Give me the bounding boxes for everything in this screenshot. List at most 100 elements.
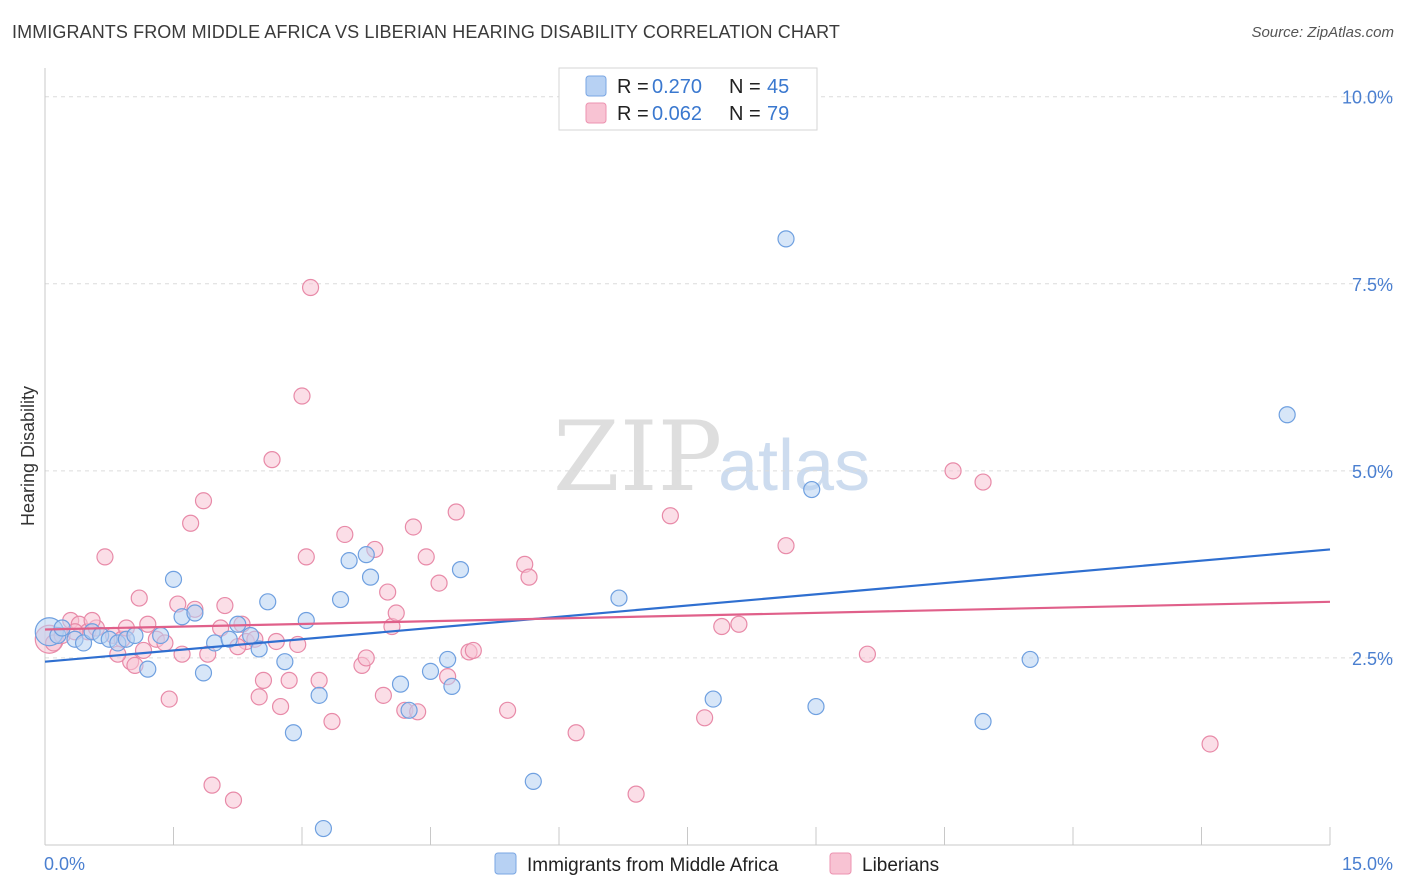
- middle-africa-point: [152, 626, 170, 645]
- middle-africa-point: [126, 626, 144, 645]
- legend-r-label-blue: R =: [617, 76, 649, 98]
- liberians-point: [263, 451, 281, 469]
- liberians-point: [139, 615, 157, 633]
- liberians-point: [777, 537, 795, 555]
- liberians-point: [858, 645, 877, 663]
- liberians-point: [379, 583, 397, 601]
- y-tick-label-0: 2.5%: [1352, 649, 1393, 669]
- liberians-point: [499, 701, 517, 719]
- liberians-point: [297, 548, 315, 566]
- legend-r-value-pink: 0.062: [652, 103, 702, 125]
- middle-africa-point: [250, 640, 268, 658]
- y-tick-label-3: 10.0%: [1342, 88, 1393, 108]
- bottom-legend-swatch-pink: [829, 852, 852, 875]
- middle-africa-point: [206, 634, 224, 652]
- liberians-point: [430, 574, 448, 592]
- liberians-point: [254, 671, 273, 689]
- bottom-legend-label-blue: Immigrants from Middle Africa: [527, 855, 779, 876]
- middle-africa-point: [704, 690, 722, 708]
- liberians-point: [271, 697, 290, 716]
- liberians-point: [696, 709, 714, 727]
- legend-n-label-blue: N =: [729, 76, 761, 98]
- y-tick-label-2: 7.5%: [1352, 275, 1393, 295]
- middle-africa-point: [451, 561, 470, 579]
- liberians-point: [336, 525, 354, 544]
- middle-africa-point: [284, 724, 303, 742]
- middle-africa-point: [276, 653, 294, 671]
- watermark-zip: ZIP: [553, 401, 722, 513]
- bottom-legend-swatch-blue: [494, 852, 517, 875]
- liberians-point: [661, 507, 679, 525]
- liberians-point: [404, 518, 422, 536]
- liberians-point: [301, 278, 320, 297]
- x-tick-marks: [173, 827, 1331, 845]
- y-tick-label-1: 5.0%: [1352, 462, 1393, 482]
- middle-africa-point: [357, 546, 375, 564]
- liberians-point: [323, 712, 341, 731]
- series-legend: Immigrants from Middle Africa Liberians: [494, 852, 939, 876]
- trend-lines: [44, 548, 1331, 663]
- middle-africa-point: [331, 590, 350, 609]
- source-label: Source: ZipAtlas.com: [1251, 24, 1394, 41]
- middle-africa-point: [194, 664, 213, 682]
- middle-africa-point: [807, 697, 825, 716]
- middle-africa-point: [524, 772, 542, 790]
- liberians-point: [1201, 735, 1219, 753]
- liberians-point: [357, 649, 375, 667]
- bottom-legend-label-pink: Liberians: [862, 855, 939, 876]
- legend-n-value-blue: 45: [767, 76, 789, 98]
- trend-line-liberians: [44, 600, 1331, 631]
- liberians-point: [250, 688, 268, 706]
- liberians-point: [293, 387, 311, 405]
- middle-africa-point: [443, 677, 461, 695]
- middle-africa-point: [310, 686, 328, 704]
- middle-africa-point: [297, 611, 315, 630]
- liberians-point: [387, 604, 405, 622]
- middle-africa-point: [803, 480, 821, 499]
- liberians-point: [194, 492, 213, 510]
- legend-swatch-pink: [585, 102, 607, 124]
- middle-africa-point: [777, 230, 795, 248]
- middle-africa-point: [439, 650, 457, 669]
- liberians-point: [224, 791, 243, 809]
- liberians-point: [713, 617, 731, 636]
- trend-line-middle-africa: [44, 548, 1331, 663]
- liberians-point: [417, 548, 435, 566]
- liberians-point: [464, 641, 482, 660]
- liberians-point: [944, 462, 962, 480]
- x-tick-label-min: 0.0%: [44, 854, 85, 874]
- middle-africa-point: [259, 593, 277, 611]
- liberians-point: [974, 473, 992, 491]
- legend-r-value-blue: 0.270: [652, 76, 702, 98]
- middle-africa-point: [391, 675, 410, 693]
- chart-title: IMMIGRANTS FROM MIDDLE AFRICA VS LIBERIA…: [12, 22, 840, 42]
- middle-africa-point: [139, 660, 157, 678]
- series-immigrants-middle-africa: [34, 230, 1296, 838]
- liberians-point: [280, 671, 298, 689]
- liberians-point: [374, 686, 392, 704]
- liberians-point: [182, 514, 200, 532]
- liberians-point: [730, 615, 748, 633]
- liberians-point: [134, 641, 153, 660]
- liberians-point: [567, 724, 585, 742]
- x-tick-label-max: 15.0%: [1342, 854, 1393, 874]
- liberians-point: [130, 589, 148, 607]
- legend-swatch-blue: [585, 75, 607, 97]
- middle-africa-point: [361, 568, 380, 586]
- middle-africa-point: [340, 552, 358, 570]
- legend-n-label-pink: N =: [729, 103, 761, 125]
- middle-africa-point: [421, 662, 440, 680]
- liberians-point: [160, 690, 178, 708]
- legend-n-value-pink: 79: [767, 103, 789, 125]
- liberians-point: [310, 671, 328, 689]
- y-axis-label: Hearing Disability: [18, 386, 38, 526]
- middle-africa-point: [610, 589, 628, 607]
- series-liberians: [34, 278, 1219, 809]
- liberians-point: [447, 503, 465, 521]
- liberians-point: [627, 785, 645, 803]
- legend-r-label-pink: R =: [617, 103, 649, 125]
- liberians-point: [520, 568, 538, 586]
- middle-africa-point: [164, 570, 183, 588]
- liberians-point: [96, 548, 114, 566]
